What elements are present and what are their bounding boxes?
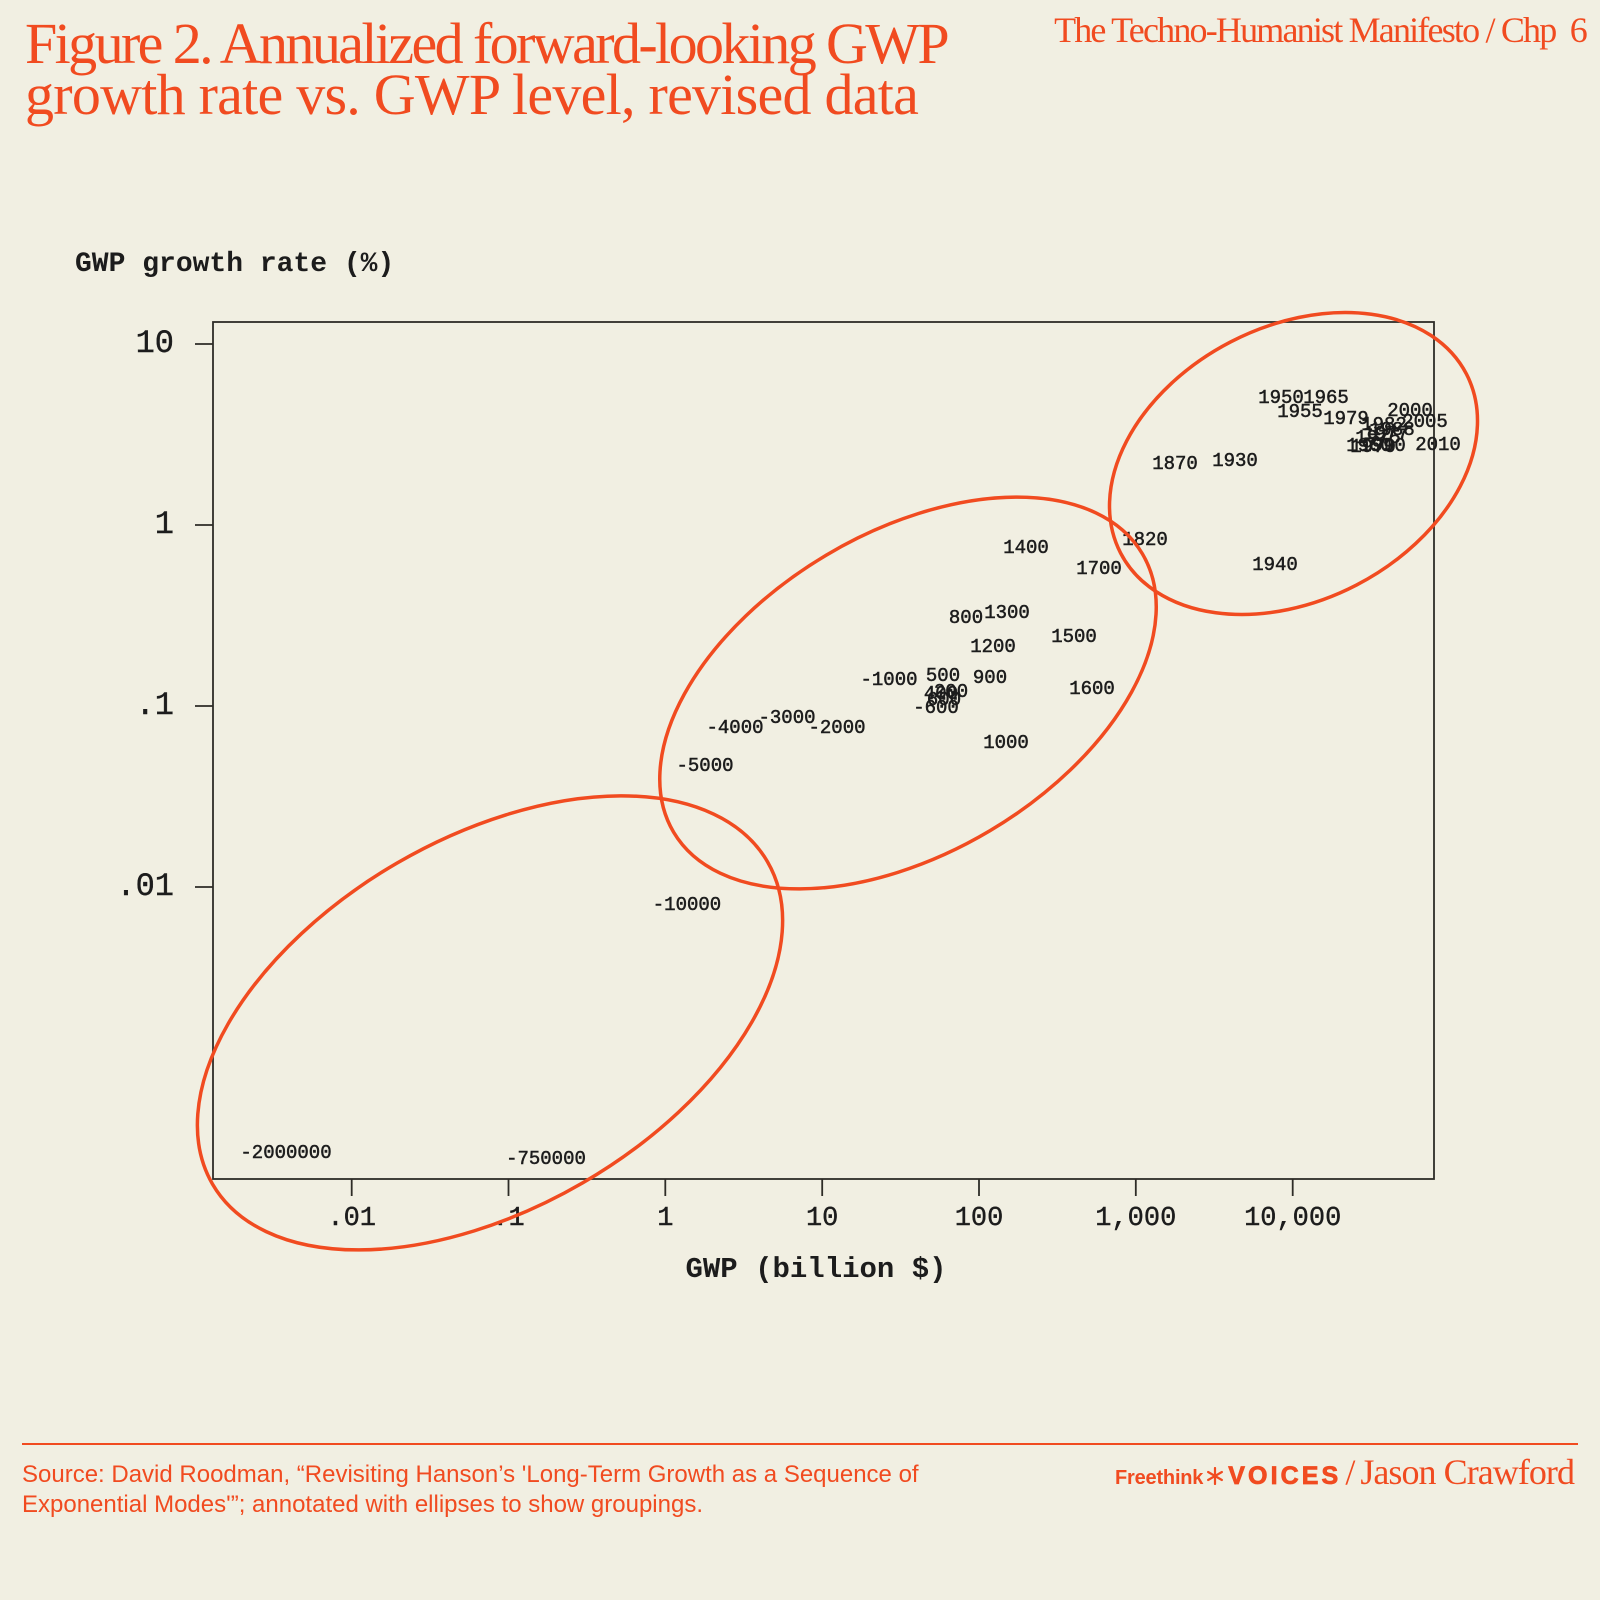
svg-text:2000: 2000	[1387, 400, 1433, 422]
svg-text:1988: 1988	[1369, 419, 1415, 441]
svg-text:-5000: -5000	[676, 755, 733, 777]
svg-text:800: 800	[949, 607, 983, 629]
svg-text:2010: 2010	[1415, 434, 1461, 456]
svg-text:900: 900	[973, 667, 1007, 689]
svg-text:-600: -600	[913, 697, 959, 719]
svg-text:400: 400	[924, 683, 958, 705]
svg-text:10,000: 10,000	[1244, 1204, 1341, 1234]
svg-text:1979: 1979	[1323, 408, 1369, 430]
svg-text:1000: 1000	[983, 732, 1029, 754]
svg-text:1940: 1940	[1252, 554, 1298, 576]
svg-text:-2000: -2000	[808, 717, 865, 739]
svg-text:1970: 1970	[1350, 436, 1396, 458]
svg-text:1870: 1870	[1152, 453, 1198, 475]
svg-text:1: 1	[657, 1204, 673, 1234]
svg-text:1982: 1982	[1361, 414, 1407, 436]
svg-text:1300: 1300	[984, 602, 1030, 624]
svg-text:-10000: -10000	[653, 894, 721, 916]
svg-text:1820: 1820	[1122, 529, 1168, 551]
svg-text:-750000: -750000	[506, 1148, 586, 1170]
svg-text:1600: 1600	[1069, 678, 1115, 700]
svg-text:1400: 1400	[1003, 537, 1049, 559]
svg-text:1930: 1930	[1212, 450, 1258, 472]
svg-text:100: 100	[955, 1204, 1004, 1234]
svg-text:2005: 2005	[1402, 411, 1448, 433]
svg-text:1200: 1200	[970, 636, 1016, 658]
svg-text:-2000000: -2000000	[240, 1142, 331, 1164]
svg-text:600: 600	[927, 689, 961, 711]
svg-text:1975: 1975	[1355, 427, 1401, 449]
svg-text:-4000: -4000	[706, 717, 763, 739]
svg-text:1500: 1500	[1051, 626, 1097, 648]
svg-text:.1: .1	[136, 687, 174, 724]
svg-text:200: 200	[934, 681, 968, 703]
svg-text:-3000: -3000	[758, 707, 815, 729]
svg-text:.01: .01	[116, 868, 174, 905]
svg-text:GWP growth rate (%): GWP growth rate (%)	[75, 249, 394, 280]
svg-text:1977: 1977	[1363, 423, 1409, 445]
svg-text:1,000: 1,000	[1095, 1204, 1176, 1234]
svg-text:500: 500	[926, 665, 960, 687]
svg-text:1955: 1955	[1277, 401, 1323, 423]
svg-text:1: 1	[155, 506, 174, 543]
svg-text:1960: 1960	[1346, 435, 1392, 457]
svg-text:.01: .01	[327, 1204, 376, 1234]
svg-text:1965: 1965	[1303, 387, 1349, 409]
svg-text:1700: 1700	[1076, 558, 1122, 580]
svg-text:10: 10	[806, 1204, 838, 1234]
svg-text:-1000: -1000	[860, 669, 917, 691]
svg-text:GWP (billion $): GWP (billion $)	[685, 1253, 946, 1286]
svg-text:1990: 1990	[1360, 435, 1406, 457]
svg-text:1950: 1950	[1258, 387, 1304, 409]
svg-text:10: 10	[136, 325, 174, 362]
